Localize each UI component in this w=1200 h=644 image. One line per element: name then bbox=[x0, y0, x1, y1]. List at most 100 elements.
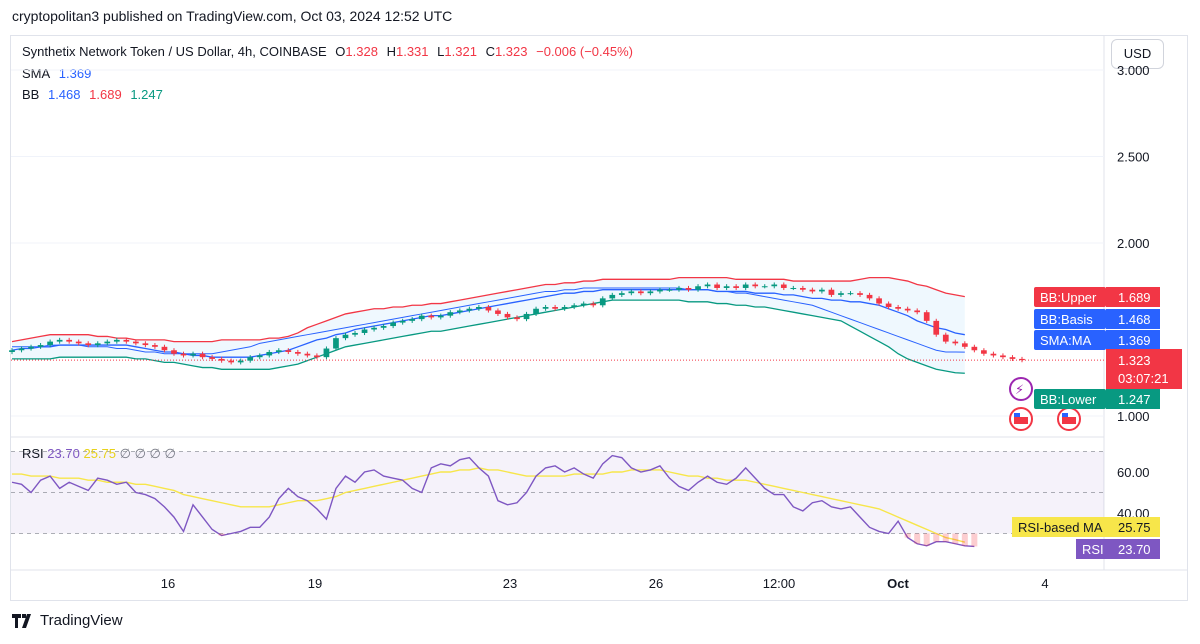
candle-body bbox=[228, 360, 235, 363]
bb-lower-value: 1.247 bbox=[130, 87, 163, 102]
candle-body bbox=[695, 286, 701, 290]
candle-body bbox=[590, 303, 597, 306]
candle-body bbox=[580, 303, 587, 306]
time-tick-label: 23 bbox=[503, 576, 517, 591]
flag-canton bbox=[1062, 413, 1068, 417]
price-tick-label: 2.000 bbox=[1117, 236, 1150, 251]
flag-stripes bbox=[1014, 417, 1028, 424]
bb-lower-line bbox=[12, 299, 965, 374]
candle-body bbox=[923, 312, 930, 321]
candle-body bbox=[456, 310, 463, 313]
candle-body bbox=[66, 339, 73, 342]
candle-body bbox=[371, 327, 377, 330]
chart-frame bbox=[10, 35, 1188, 601]
low-value: 1.321 bbox=[444, 44, 477, 59]
tradingview-logo-icon bbox=[12, 613, 31, 628]
price-tag-label: BB:Basis bbox=[1040, 312, 1093, 327]
rsi-tag-value: 25.75 bbox=[1118, 520, 1151, 535]
candle-body bbox=[323, 348, 330, 358]
bb-basis-value: 1.468 bbox=[47, 87, 81, 102]
currency-button[interactable]: USD bbox=[1111, 39, 1164, 69]
candle-body bbox=[75, 341, 82, 344]
candle-body bbox=[1019, 358, 1025, 361]
candle-body bbox=[18, 348, 25, 351]
candle-body bbox=[514, 317, 520, 320]
candle-body bbox=[352, 332, 358, 335]
candle-body bbox=[990, 353, 997, 356]
candle-body bbox=[971, 346, 978, 351]
bb-legend[interactable]: BB 1.468 1.689 1.247 bbox=[22, 87, 168, 102]
price-tag-label: BB:Lower bbox=[1040, 392, 1097, 407]
rsi-value: 23.70 bbox=[47, 446, 80, 461]
price-tag-value: 1.468 bbox=[1118, 312, 1151, 327]
candle-body bbox=[180, 353, 187, 356]
symbol-legend: Synthetix Network Token / US Dollar, 4h,… bbox=[22, 44, 638, 59]
candle-body bbox=[961, 343, 968, 347]
open-label: O bbox=[335, 44, 346, 59]
candle-body bbox=[571, 305, 578, 308]
candle-body bbox=[294, 351, 301, 354]
candle-body bbox=[752, 284, 759, 287]
candle-body bbox=[495, 310, 501, 314]
candle-body bbox=[504, 313, 511, 318]
price-tag-label: SMA:MA bbox=[1040, 333, 1092, 348]
time-tick-label: 19 bbox=[308, 576, 322, 591]
time-tick-label: Oct bbox=[887, 576, 909, 591]
lightning-event-icon bbox=[1009, 377, 1033, 401]
candle-body bbox=[209, 357, 215, 359]
time-tick-label: 26 bbox=[649, 576, 663, 591]
flag-stripes bbox=[1062, 417, 1076, 424]
candle-body bbox=[409, 319, 416, 321]
candle-body bbox=[476, 307, 482, 309]
rsi-tag-label: RSI-based MA bbox=[1018, 520, 1103, 535]
candle-body bbox=[161, 346, 168, 351]
candle-body bbox=[847, 293, 854, 295]
time-tick-label: 16 bbox=[161, 576, 175, 591]
candle-body bbox=[1000, 355, 1006, 358]
candle-body bbox=[171, 350, 177, 354]
candle-body bbox=[618, 293, 625, 295]
open-value: 1.328 bbox=[345, 44, 378, 59]
rsi-extra-values: ∅ ∅ ∅ ∅ bbox=[119, 446, 176, 461]
price-tick-label: 2.500 bbox=[1117, 150, 1150, 165]
candle-body bbox=[723, 286, 730, 288]
candle-body bbox=[256, 355, 263, 358]
candle-body bbox=[657, 289, 663, 292]
price-tag-value-bg bbox=[1106, 287, 1160, 307]
candle-body bbox=[1009, 357, 1016, 359]
price-tag-value-bg bbox=[1106, 330, 1160, 350]
rsi-tag-value-bg bbox=[1106, 517, 1160, 537]
sma-line bbox=[12, 287, 965, 355]
price-tag-label-bg bbox=[1034, 330, 1106, 350]
candle-body bbox=[390, 322, 396, 327]
lightning-glyph: ⚡ bbox=[1015, 382, 1024, 397]
change-value: −0.006 (−0.45%) bbox=[536, 44, 633, 59]
candle-body bbox=[876, 298, 882, 304]
candle-body bbox=[275, 350, 282, 352]
price-tag-value-bg bbox=[1106, 309, 1160, 329]
candle-body bbox=[819, 289, 825, 292]
candle-body bbox=[866, 294, 873, 299]
tradingview-footer[interactable]: TradingView bbox=[12, 612, 123, 629]
candle-body bbox=[523, 313, 530, 320]
candle-body bbox=[552, 307, 558, 309]
candle-body bbox=[218, 358, 225, 361]
candle-body bbox=[981, 350, 987, 354]
candle-body bbox=[247, 357, 254, 361]
candle-body bbox=[199, 353, 206, 358]
rsi-tag-label-bg bbox=[1076, 539, 1106, 559]
candle-body bbox=[47, 341, 53, 346]
candle-body bbox=[380, 326, 387, 328]
candle-body bbox=[838, 293, 844, 295]
close-value: 1.323 bbox=[494, 44, 528, 59]
candle-body bbox=[399, 320, 406, 323]
candle-body bbox=[342, 334, 349, 339]
symbol-title[interactable]: Synthetix Network Token / US Dollar, 4h,… bbox=[22, 44, 327, 59]
candle-body bbox=[914, 310, 921, 313]
candle-body bbox=[895, 307, 901, 309]
rsi-legend[interactable]: RSI 23.70 25.75 ∅ ∅ ∅ ∅ bbox=[22, 446, 176, 462]
candle-body bbox=[780, 284, 787, 288]
rsi-tag-label-bg bbox=[1012, 517, 1106, 537]
candle-body bbox=[133, 341, 139, 344]
